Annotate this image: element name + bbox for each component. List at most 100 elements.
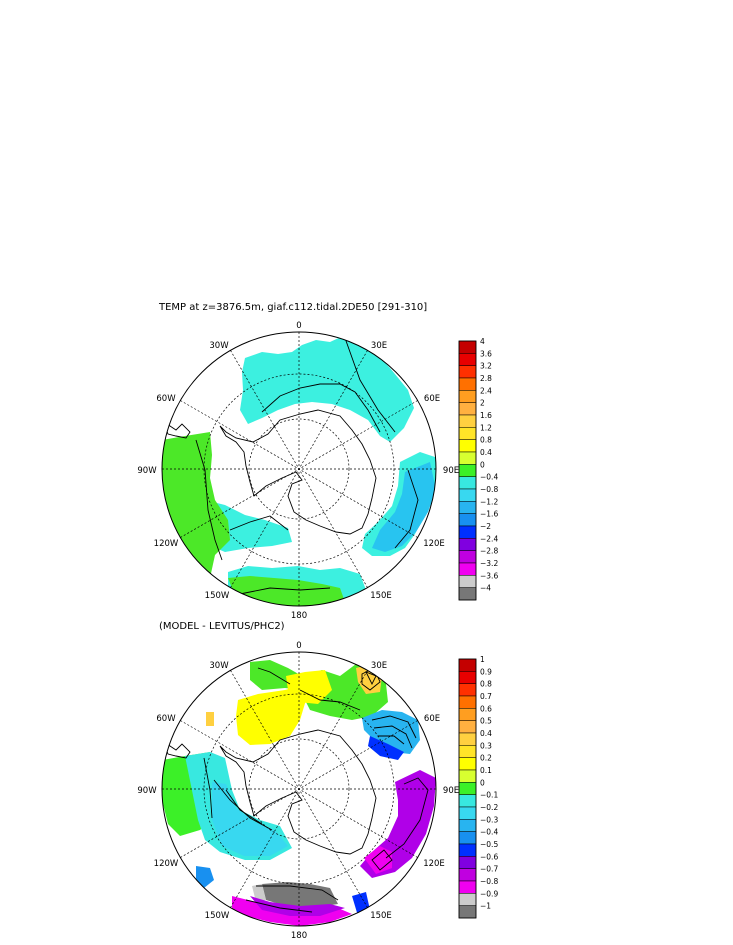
colorbar-swatch <box>458 476 477 490</box>
temp-colorbar: 4 3.6 3.2 2.8 2.4 2 1.6 1.2 0.8 0.4 0 −0.4 −0.8 −1.2 −… <box>458 337 498 601</box>
lon-label: 0 <box>296 641 301 651</box>
colorbar-swatch <box>458 683 477 697</box>
lon-label: 90W <box>137 786 157 796</box>
colorbar-swatch <box>458 819 477 832</box>
colorbar-tick-label: 0.2 <box>480 754 492 763</box>
region-atlantic-yellow-east <box>286 670 332 704</box>
colorbar-tick-label: 0.7 <box>480 692 492 701</box>
colorbar-tick-label: −0.7 <box>480 865 498 874</box>
colorbar-swatch <box>458 501 477 514</box>
colorbar-tick-label: −3.6 <box>480 571 498 580</box>
difference-contours <box>203 667 429 913</box>
colorbar-tick-label: −0.4 <box>480 473 498 482</box>
colorbar-tick-label: 2.8 <box>480 374 492 383</box>
colorbar-swatch <box>458 671 477 684</box>
lon-label: 120E <box>423 859 445 869</box>
colorbar-swatch <box>458 513 477 527</box>
colorbar-swatch <box>458 365 477 379</box>
colorbar-frame <box>458 340 477 601</box>
lon-label: 60E <box>424 394 440 404</box>
colorbar-tick-label: −0.9 <box>480 889 498 898</box>
temp-map <box>162 332 436 606</box>
colorbar-tick-label: −0.3 <box>480 815 498 824</box>
colorbar-swatch <box>458 550 477 564</box>
colorbar-tick-label: 1.2 <box>480 423 492 432</box>
colorbar-tick-label: −1.2 <box>480 497 498 506</box>
colorbar-swatch <box>458 745 477 758</box>
difference-field <box>162 660 436 926</box>
colorbar-swatch <box>458 794 477 808</box>
antarctica-outline <box>219 729 377 855</box>
colorbar-tick-label: 0.9 <box>480 667 492 676</box>
colorbar-tick-label: 1.6 <box>480 411 492 420</box>
lon-label: 150W <box>205 911 230 921</box>
colorbar-tick-label: −0.2 <box>480 803 498 812</box>
colorbar-tick-label: 0 <box>480 778 485 787</box>
lon-label: 90W <box>137 466 157 476</box>
colorbar-tick-label: 2.4 <box>480 386 492 395</box>
colorbar-tick-label: −4 <box>480 584 491 593</box>
colorbar-tick-label: 0.8 <box>480 680 492 689</box>
colorbar-tick-label: −0.1 <box>480 791 498 800</box>
colorbar-swatch <box>458 757 477 771</box>
temp-contours <box>195 337 419 595</box>
lon-label: 30W <box>209 661 229 671</box>
colorbar-swatch <box>458 843 477 857</box>
colorbar-tick-label: −1.6 <box>480 510 498 519</box>
region-ross-purple <box>250 896 345 916</box>
colorbar-swatch <box>458 658 477 672</box>
lon-label: 150E <box>370 911 392 921</box>
lon-label: 150W <box>205 591 230 601</box>
colorbar-swatch <box>458 575 477 588</box>
colorbar-tick-label: 0.8 <box>480 436 492 445</box>
colorbar-swatch <box>458 732 477 746</box>
colorbar-frame <box>458 658 477 919</box>
lon-label: 120W <box>154 539 179 549</box>
graticule <box>162 332 436 606</box>
region-ross-grey <box>262 882 338 908</box>
colorbar-tick-label: 1 <box>480 655 485 664</box>
colorbar-tick-label: 4 <box>480 337 485 346</box>
chart-title-temp: TEMP at z=3876.5m, giaf.c112.tidal.2DE50… <box>159 302 428 313</box>
colorbar-swatch <box>458 562 477 576</box>
lon-label: 60E <box>424 714 440 724</box>
antarctica-outline <box>219 409 377 535</box>
south-america-outline <box>162 417 191 439</box>
colorbar-tick-label: −0.5 <box>480 840 498 849</box>
colorbar-tick-label: −0.4 <box>480 828 498 837</box>
colorbar-tick-label: −2 <box>480 522 491 531</box>
colorbar-swatch <box>458 769 477 783</box>
region-atlantic <box>240 335 414 442</box>
colorbar-swatch <box>458 538 477 551</box>
region-indian-cold <box>372 462 436 552</box>
lon-label: 30E <box>371 341 387 351</box>
region-weddell-yellow <box>206 712 214 726</box>
colorbar-tick-label: 2 <box>480 399 485 408</box>
colorbar-swatch <box>458 880 477 894</box>
colorbar-tick-label: 0.4 <box>480 729 492 738</box>
temp-field-cold <box>372 462 436 552</box>
colorbar-tick-label: 0 <box>480 460 485 469</box>
region-indian-magenta <box>364 846 392 874</box>
colorbar-swatch <box>458 831 477 845</box>
temp-map-border <box>161 331 437 607</box>
colorbar-swatch <box>458 488 477 502</box>
lon-label: 120W <box>154 859 179 869</box>
colorbar-swatch <box>458 525 477 539</box>
colorbar-tick-label: −0.6 <box>480 852 498 861</box>
difference-map-border <box>161 651 437 927</box>
difference-colorbar: 1 0.9 0.8 0.7 0.6 0.5 0.4 0.3 0.2 0.1 0 −0.1 −0.2 −0.… <box>458 655 498 919</box>
colorbar-swatch <box>458 414 477 428</box>
colorbar-swatch <box>458 856 477 869</box>
colorbar-tick-label: 0.3 <box>480 741 492 750</box>
colorbar-tick-label: −2.8 <box>480 547 498 556</box>
colorbar-tick-label: −3.2 <box>480 559 498 568</box>
region-indian-darkblue <box>368 736 404 760</box>
chart-title-difference: (MODEL - LEVITUS/PHC2) <box>159 621 285 632</box>
graticule <box>162 652 436 926</box>
lon-label: 120E <box>423 539 445 549</box>
colorbar-tick-label: −2.4 <box>480 534 498 543</box>
temp-field <box>205 335 436 606</box>
colorbar-tick-label: −0.8 <box>480 485 498 494</box>
colorbar-swatch <box>458 464 477 477</box>
